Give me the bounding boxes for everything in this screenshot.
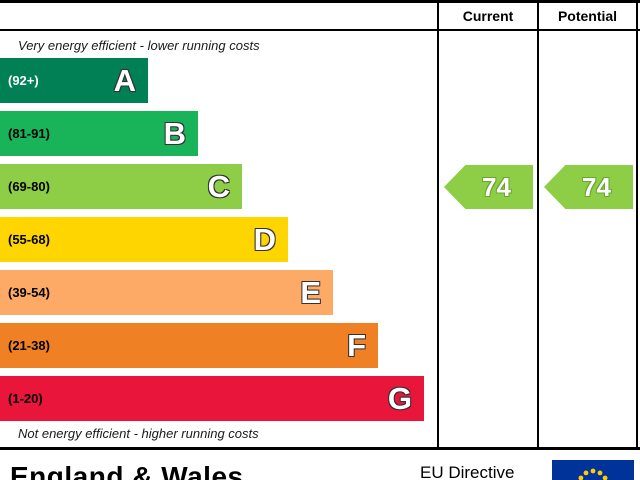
current-column-header: Current [437,3,537,29]
header-row: Current Potential [0,3,640,31]
band-e: (39-54) E [0,270,333,315]
header-spacer [0,3,437,29]
eu-directive-label: EU Directive [420,463,515,480]
potential-column: 74 [537,31,638,447]
band-range-label: (1-20) [8,391,43,406]
band-range-label: (81-91) [8,126,50,141]
band-letter: D [253,222,276,257]
current-rating-arrow: 74 [444,165,533,209]
efficient-note: Very energy efficient - lower running co… [18,38,260,53]
current-column: 74 [437,31,537,447]
band-letter: E [300,275,321,310]
band-c: (69-80) C [0,164,242,209]
band-range-label: (92+) [8,73,39,88]
band-g: (1-20) G [0,376,424,421]
inefficient-note: Not energy efficient - higher running co… [18,426,259,441]
chart-body: Very energy efficient - lower running co… [0,31,640,447]
band-b: (81-91) B [0,111,198,156]
eu-flag-icon [552,460,634,480]
band-letter: C [207,169,230,204]
band-f: (21-38) F [0,323,378,368]
current-rating-value: 74 [482,171,511,202]
potential-rating-value: 74 [582,171,611,202]
band-letter: F [347,328,366,363]
band-letter: A [113,63,136,98]
band-d: (55-68) D [0,217,288,262]
band-range-label: (69-80) [8,179,50,194]
region-label: England & Wales [10,461,244,480]
band-letter: G [387,381,412,416]
footer: England & Wales EU Directive [0,447,640,480]
potential-column-header: Potential [537,3,638,29]
band-range-label: (21-38) [8,338,50,353]
band-range-label: (39-54) [8,285,50,300]
band-range-label: (55-68) [8,232,50,247]
band-letter: B [163,116,186,151]
rating-bands: (92+) A (81-91) B (69-80) C (55-68) D (39-54) E (2… [0,58,437,421]
band-a: (92+) A [0,58,148,103]
potential-rating-arrow: 74 [544,165,633,209]
